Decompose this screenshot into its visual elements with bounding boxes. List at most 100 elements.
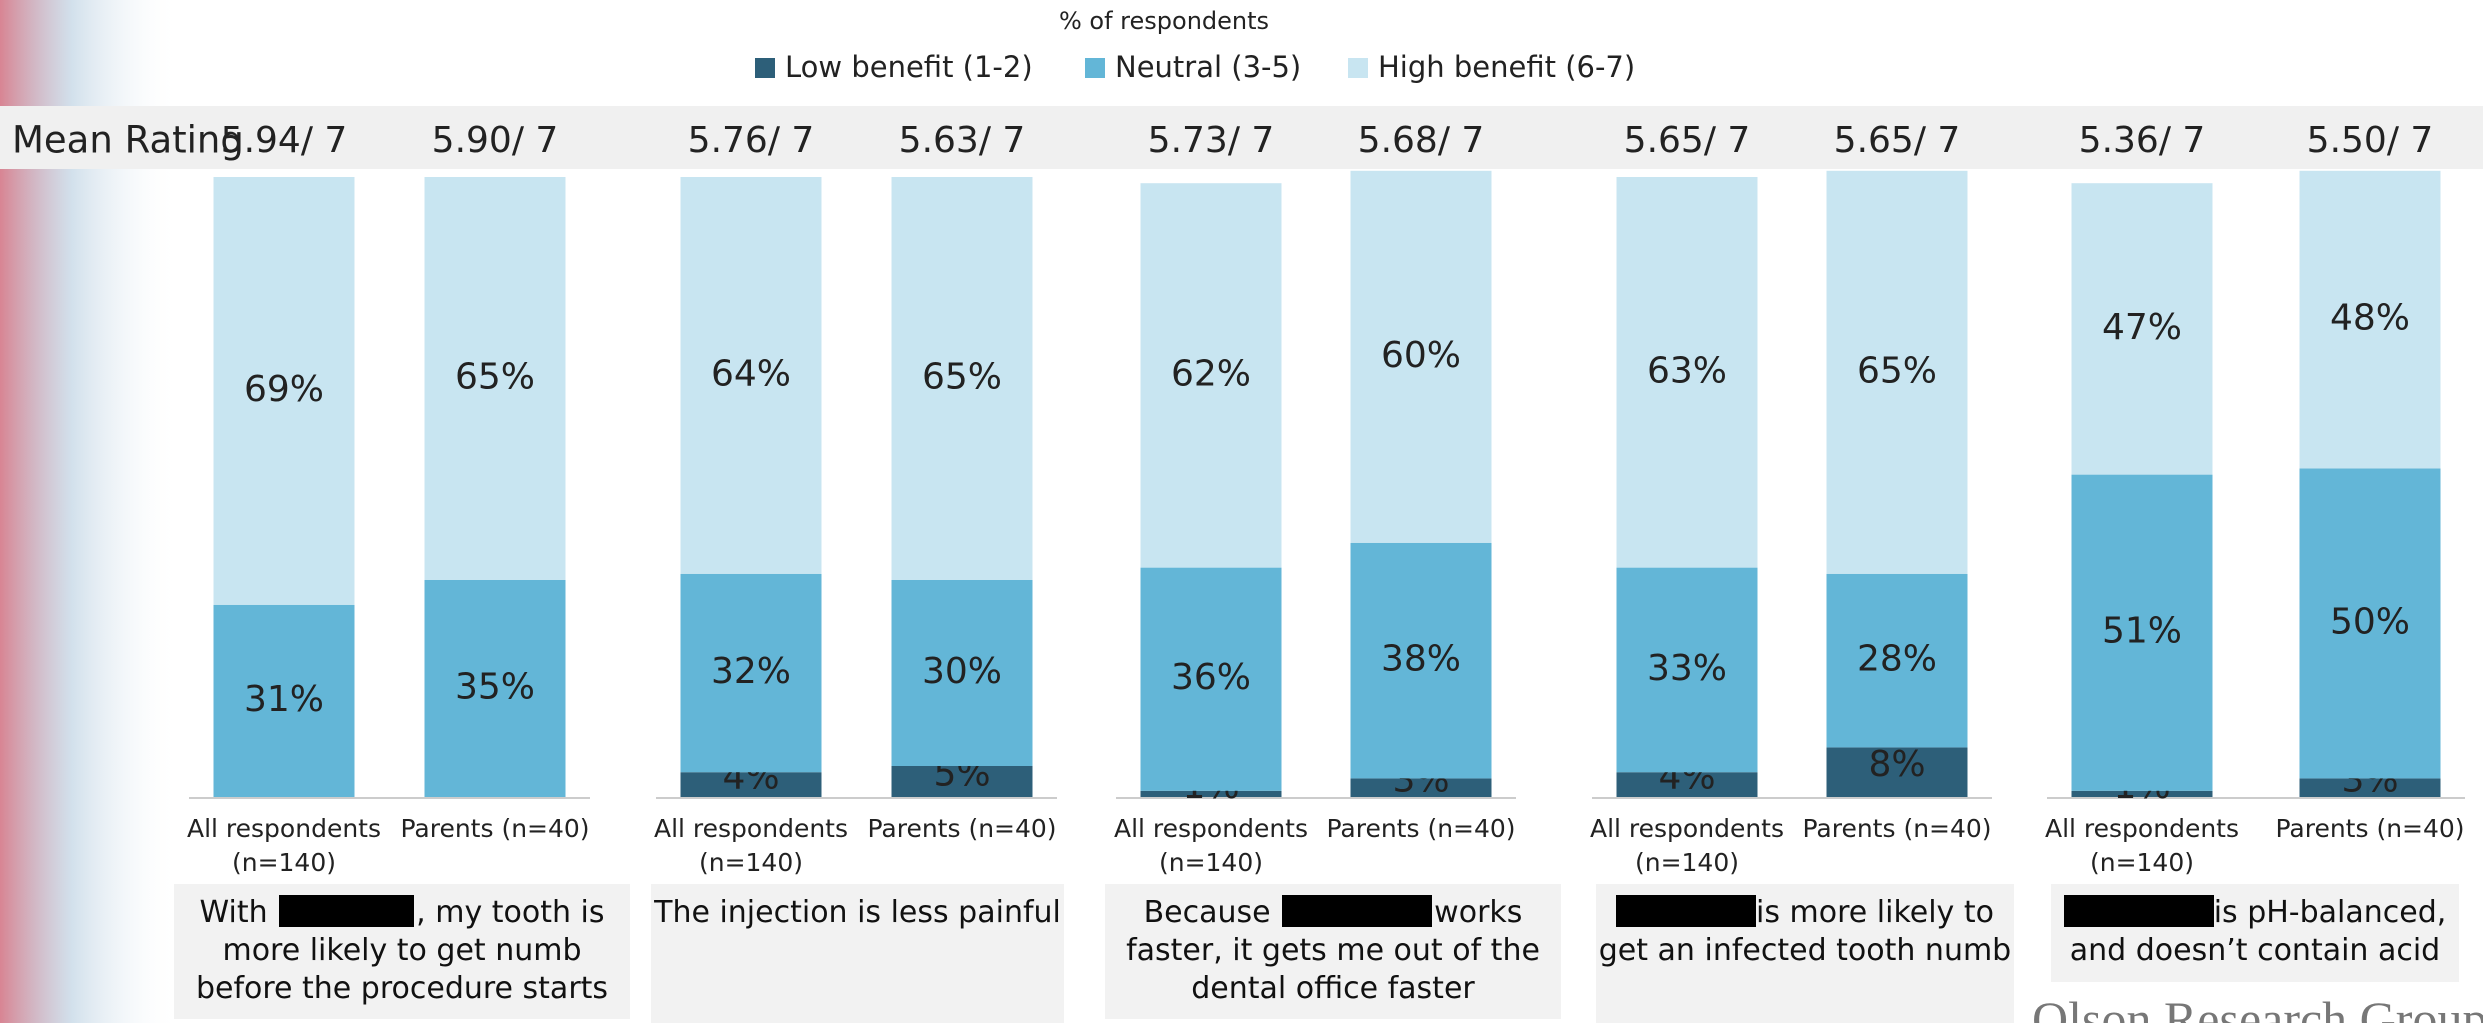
x-tick-label: Parents (n=40): [867, 814, 1057, 843]
bar-segment: [1350, 778, 1492, 797]
value-label: 65%: [1857, 350, 1937, 391]
legend-swatch: [1348, 58, 1368, 78]
x-tick-label: All respondents (n=140): [186, 814, 381, 877]
value-label: 51%: [2102, 611, 2182, 652]
value-label: 64%: [711, 353, 791, 394]
legend-label: Neutral (3-5): [1115, 50, 1301, 84]
mean-rating: 5.90/ 7: [432, 120, 559, 161]
bar-segment: [2071, 183, 2213, 475]
redaction: [279, 895, 415, 927]
statement-text: get an infected tooth numb: [1598, 933, 2012, 968]
statement-text: The injection is less painful: [654, 895, 1061, 930]
statement-text: is more likely to: [1756, 895, 1994, 930]
bar-segment: [2299, 778, 2441, 797]
bar-segment: [1140, 790, 1282, 797]
statement: Because works faster, it gets me out of …: [1105, 884, 1561, 1019]
bar-segment: [424, 177, 566, 580]
statement-text: and doesn’t contain acid: [2069, 933, 2441, 968]
value-label: 38%: [1381, 639, 1461, 680]
value-label: 65%: [455, 357, 535, 398]
bar-segment: [213, 604, 355, 797]
bar-segment: [2299, 468, 2441, 779]
bar-segment: [1826, 170, 1968, 574]
statement: The injection is less painful: [651, 884, 1064, 1023]
legend-swatch: [755, 58, 775, 78]
bar-segment: [891, 580, 1033, 766]
bar-segment: [1140, 183, 1282, 568]
value-label: 30%: [922, 651, 1002, 692]
bar-segment: [1350, 170, 1492, 543]
bar-segment: [891, 177, 1033, 580]
x-tick-label: All respondents (n=140): [2044, 814, 2239, 877]
bar-segment: [2071, 474, 2213, 791]
x-tick-label: Parents (n=40): [1802, 814, 1992, 843]
bar-segment: [1616, 177, 1758, 568]
value-label: 35%: [455, 667, 535, 708]
legend-label: Low benefit (1-2): [785, 50, 1033, 84]
mean-rating: 5.65/ 7: [1624, 120, 1751, 161]
value-label: 50%: [2330, 601, 2410, 642]
mean-rating: 5.68/ 7: [1358, 120, 1485, 161]
statement-text: faster, it gets me out of the: [1126, 933, 1540, 968]
bar-segment: [891, 766, 1033, 797]
statement-text: , my tooth is: [416, 895, 605, 930]
bar-segment: [213, 177, 355, 605]
bar-segment: [1616, 567, 1758, 773]
bar-segment: [1826, 747, 1968, 797]
statement-text: more likely to get numb: [222, 933, 582, 968]
x-tick-label: Parents (n=40): [1326, 814, 1516, 843]
value-label: 48%: [2330, 298, 2410, 339]
redaction: [1616, 895, 1757, 927]
mean-rating: 5.36/ 7: [2079, 120, 2206, 161]
statement: is pH-balanced, and doesn’t contain acid: [2051, 884, 2459, 982]
mean-rating: 5.73/ 7: [1148, 120, 1275, 161]
x-tick-label: Parents (n=40): [2275, 814, 2465, 843]
mean-band: [0, 106, 2483, 169]
legend-swatch: [1085, 58, 1105, 78]
value-label: 32%: [711, 651, 791, 692]
mean-rating: 5.63/ 7: [899, 120, 1026, 161]
value-label: 31%: [244, 679, 324, 720]
value-label: 63%: [1647, 350, 1727, 391]
redaction: [2063, 895, 2214, 927]
bar-segment: [1826, 573, 1968, 748]
mean-rating: 5.76/ 7: [688, 120, 815, 161]
value-label: 47%: [2102, 307, 2182, 348]
statement: With , my tooth is more likely to get nu…: [174, 884, 630, 1019]
statement: is more likely to get an infected tooth …: [1596, 884, 2014, 1023]
value-label: 60%: [1381, 335, 1461, 376]
value-label: 62%: [1171, 353, 1251, 394]
mean-rating: 5.50/ 7: [2307, 120, 2434, 161]
statement-text: dental office faster: [1191, 971, 1475, 1006]
footer: Olson Research Group: [2032, 991, 2483, 1023]
bar-segment: [680, 177, 822, 574]
statement-text: before the procedure starts: [195, 971, 609, 1006]
value-label: 69%: [244, 369, 324, 410]
mean-rating: 5.65/ 7: [1834, 120, 1961, 161]
bar-segment: [680, 573, 822, 773]
mean-label: Mean Rating: [12, 119, 244, 162]
statement-text: is pH-balanced,: [2213, 895, 2447, 930]
redaction: [1282, 895, 1433, 927]
legend-label: High benefit (6-7): [1378, 50, 1635, 84]
value-label: 33%: [1647, 648, 1727, 689]
value-label: 65%: [922, 357, 1002, 398]
bar-segment: [1350, 542, 1492, 779]
x-tick-label: All respondents (n=140): [653, 814, 848, 877]
decoration: [0, 0, 180, 1023]
bar-segment: [1140, 567, 1282, 791]
value-label: 28%: [1857, 639, 1937, 680]
x-tick-label: Parents (n=40): [400, 814, 590, 843]
bar-segment: [680, 772, 822, 797]
bar-segment: [1616, 772, 1758, 797]
bar-segment: [424, 580, 566, 797]
value-label: 36%: [1171, 657, 1251, 698]
value-label: 8%: [1868, 744, 1925, 785]
x-tick-label: All respondents (n=140): [1113, 814, 1308, 877]
mean-rating: 5.94/ 7: [221, 120, 348, 161]
statement-text: Because: [1143, 895, 1271, 930]
x-tick-label: All respondents (n=140): [1589, 814, 1784, 877]
statement-text: works: [1434, 895, 1523, 930]
